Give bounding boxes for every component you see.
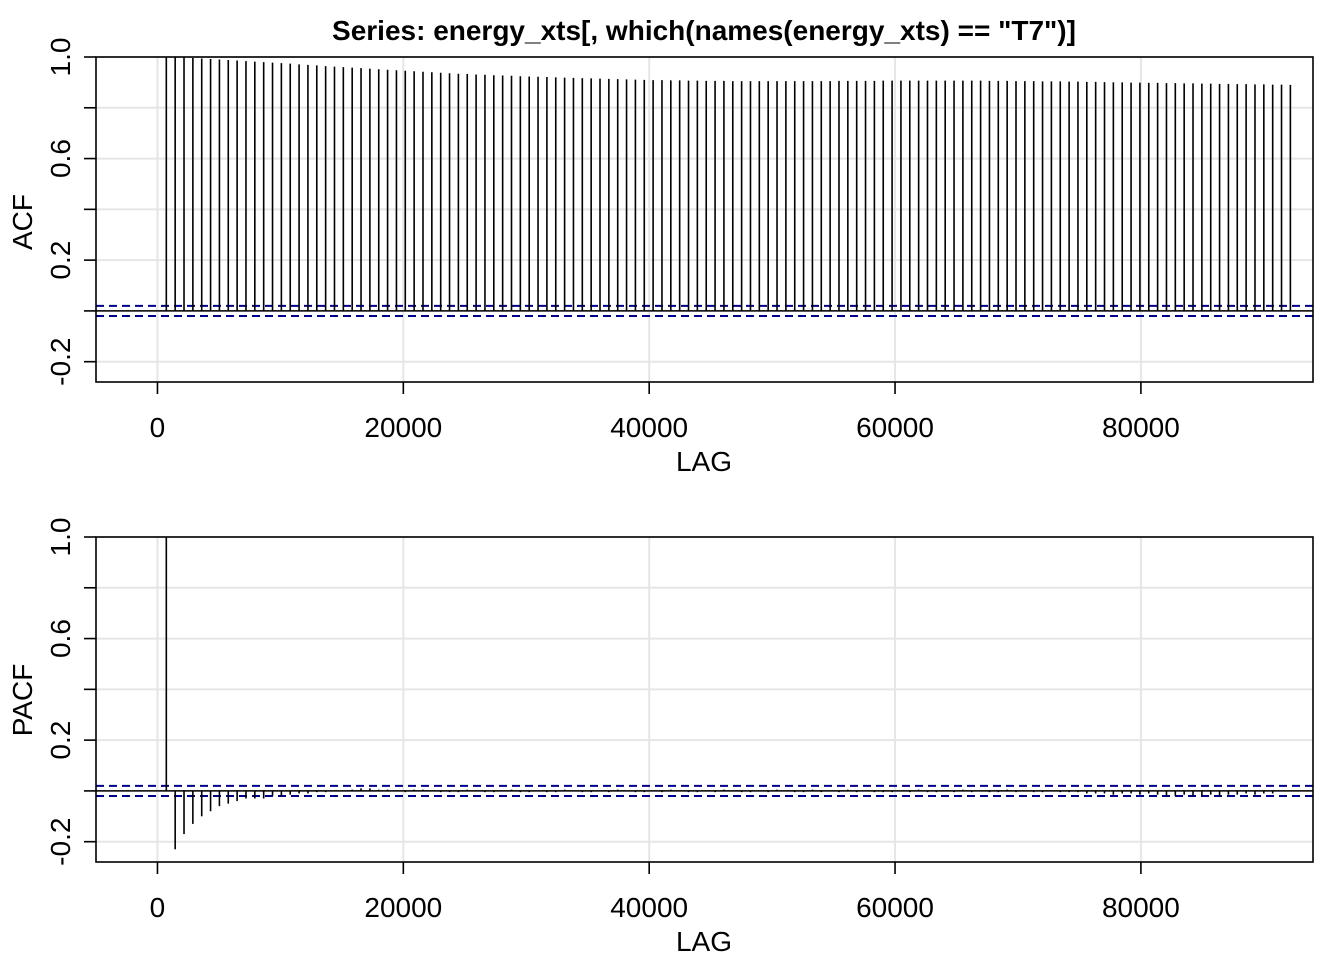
pacf-x-tick-label: 20000 [364, 892, 442, 923]
pacf-y-tick-label: 0.6 [45, 619, 76, 658]
pacf-axes: 0 20000 40000 60000 80000 -0.2 0.2 0.6 1.0 [45, 518, 1314, 923]
pacf-y-axis-label: PACF [7, 664, 38, 737]
pacf-x-tick-label: 60000 [856, 892, 934, 923]
acf-y-tick-label: 0.2 [45, 241, 76, 280]
pacf-x-axis-label: LAG [676, 926, 732, 957]
acf-y-tick-label: 0.6 [45, 139, 76, 178]
acf-x-tick-label: 80000 [1102, 412, 1180, 443]
acf-panel: 0 20000 40000 60000 80000 -0.2 0.2 0.6 1.0 ACF L… [7, 38, 1314, 477]
acf-x-tick-label: 0 [150, 412, 166, 443]
pacf-x-tick-label: 0 [150, 892, 166, 923]
pacf-plot-frame [95, 536, 1314, 863]
acf-bars [165, 57, 1292, 311]
acf-x-tick-label: 20000 [364, 412, 442, 443]
acf-y-tick-label: 1.0 [45, 38, 76, 77]
acf-x-axis-label: LAG [676, 446, 732, 477]
pacf-y-tick-label: 1.0 [45, 518, 76, 557]
pacf-bars [165, 537, 1274, 850]
acf-plot-frame [95, 56, 1314, 383]
acf-axes: 0 20000 40000 60000 80000 -0.2 0.2 0.6 1.0 [45, 38, 1314, 443]
pacf-x-tick-label: 80000 [1102, 892, 1180, 923]
chart-title: Series: energy_xts[, which(names(energy_… [332, 15, 1076, 46]
acf-y-axis-label: ACF [7, 194, 38, 250]
pacf-panel: 0 20000 40000 60000 80000-0.20.20.61.0 PACF … [7, 518, 1314, 957]
pacf-x-tick-label: 40000 [610, 892, 688, 923]
pacf-grid [96, 536, 1313, 862]
acf-y-tick-label: -0.2 [45, 338, 76, 386]
pacf-y-tick-label: -0.2 [45, 818, 76, 866]
acf-x-tick-label: 60000 [856, 412, 934, 443]
acf-x-tick-label: 40000 [610, 412, 688, 443]
pacf-y-tick-label: 0.2 [45, 721, 76, 760]
